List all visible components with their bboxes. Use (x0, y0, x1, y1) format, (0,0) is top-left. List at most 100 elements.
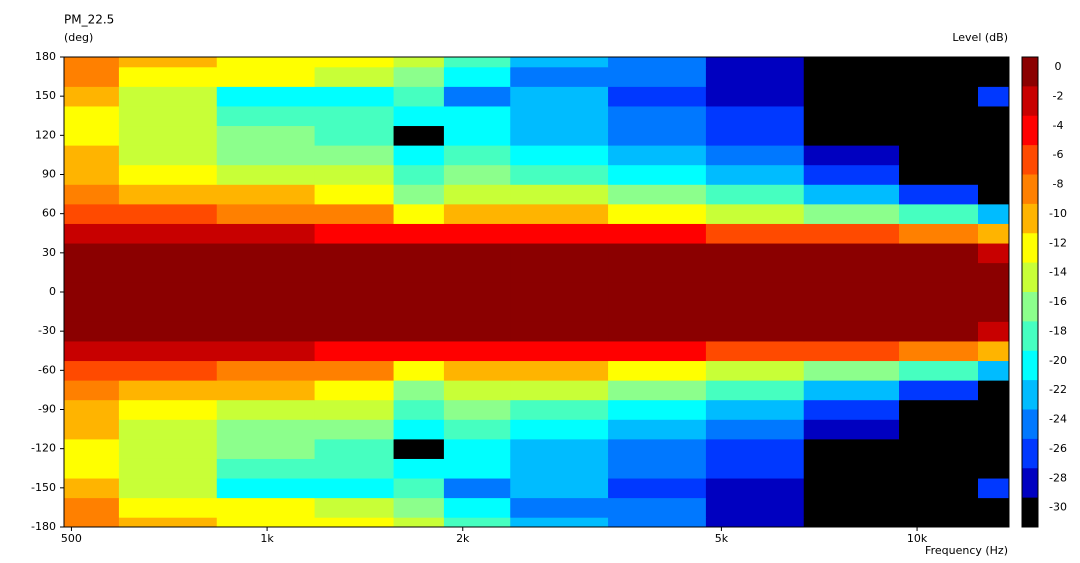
heatmap-cell (118, 301, 218, 322)
heatmap-cell (510, 57, 609, 68)
heatmap-cell (803, 57, 900, 68)
heatmap-cell (314, 340, 395, 362)
heatmap-cell (216, 203, 316, 224)
heatmap-cell (608, 399, 707, 420)
heatmap-cell (510, 145, 609, 166)
heatmap-cell (393, 66, 445, 87)
heatmap-cell (803, 66, 900, 87)
y-tick-label: -150 (31, 481, 56, 494)
heatmap-cell (216, 399, 316, 420)
colorbar-tick-label: -8 (1053, 178, 1064, 191)
heatmap-cell (216, 86, 316, 107)
heatmap-cell (118, 340, 218, 362)
heatmap-cell (443, 243, 511, 264)
heatmap-cell (216, 497, 316, 518)
heatmap-cell (216, 57, 316, 68)
heatmap-cell (705, 458, 805, 479)
heatmap-cell (608, 57, 707, 68)
heatmap-cell (803, 301, 900, 322)
heatmap-cell (978, 105, 1010, 127)
heatmap-cell (608, 458, 707, 479)
heatmap-cell (393, 57, 445, 68)
heatmap-cell (608, 340, 707, 362)
heatmap-cell (314, 66, 395, 87)
heatmap-cell (64, 86, 120, 107)
heatmap-cell (64, 223, 120, 244)
heatmap-cell (608, 223, 707, 244)
heatmap-cell (118, 125, 218, 146)
heatmap-cell (216, 66, 316, 87)
heatmap-cell (64, 243, 120, 264)
heatmap-cell (899, 243, 979, 264)
colorbar-tick-label: -4 (1053, 119, 1064, 132)
heatmap-cell (393, 419, 445, 440)
heatmap-cell (705, 203, 805, 224)
heatmap-cell (216, 164, 316, 185)
heatmap-cell (443, 57, 511, 68)
heatmap-cell (705, 380, 805, 401)
heatmap-cell (978, 262, 1010, 283)
heatmap-cell (978, 184, 1010, 205)
heatmap-cell (118, 419, 218, 440)
heatmap-cell (705, 86, 805, 107)
heatmap-cell (314, 243, 395, 264)
heatmap-cell (393, 223, 445, 244)
colorbar-band (1022, 115, 1038, 146)
colorbar-tick-label: -14 (1049, 266, 1067, 279)
heatmap-cell (314, 458, 395, 479)
colorbar-band (1022, 292, 1038, 322)
heatmap-cell (803, 399, 900, 420)
chart-title: PM_22.5 (64, 13, 114, 27)
heatmap-cell (118, 497, 218, 518)
heatmap-cell (978, 243, 1010, 264)
heatmap-cell (443, 223, 511, 244)
heatmap-cell (118, 203, 218, 224)
x-tick-label: 2k (456, 532, 470, 545)
heatmap-cell (899, 301, 979, 322)
heatmap-cell (803, 86, 900, 107)
heatmap-cell (393, 301, 445, 322)
heatmap-cell (314, 497, 395, 518)
colorbar-band (1022, 86, 1038, 117)
heatmap-cell (899, 497, 979, 518)
heatmap-cell (393, 86, 445, 107)
heatmap-cell (443, 203, 511, 224)
colorbar-tick-label: -10 (1049, 207, 1067, 220)
y-tick-label: 30 (42, 246, 56, 259)
heatmap-cell (216, 517, 316, 528)
heatmap-cell (510, 223, 609, 244)
heatmap-cell (64, 184, 120, 205)
heatmap-cell (899, 478, 979, 499)
heatmap-cell (803, 105, 900, 127)
heatmap-cell (978, 458, 1010, 479)
heatmap-cell (510, 419, 609, 440)
heatmap-cell (510, 203, 609, 224)
heatmap-cell (899, 438, 979, 459)
heatmap-cell (899, 164, 979, 185)
heatmap-cell (393, 125, 445, 146)
heatmap-cell (705, 164, 805, 185)
heatmap-cell (64, 282, 120, 303)
heatmap-cell (510, 497, 609, 518)
heatmap-cell (978, 380, 1010, 401)
heatmap-cell (608, 164, 707, 185)
heatmap-cell (216, 380, 316, 401)
heatmap-cell (216, 458, 316, 479)
heatmap-cell (978, 438, 1010, 459)
heatmap-cell (705, 497, 805, 518)
heatmap-cell (510, 458, 609, 479)
heatmap-cell (216, 438, 316, 459)
heatmap-cell (705, 57, 805, 68)
heatmap-cell (443, 419, 511, 440)
y-tick-label: 90 (42, 168, 56, 181)
heatmap-cell (978, 86, 1010, 107)
heatmap-cell (899, 340, 979, 362)
heatmap-cell (803, 321, 900, 342)
heatmap-cell (216, 105, 316, 127)
heatmap-cell (978, 223, 1010, 244)
heatmap-cell (608, 478, 707, 499)
heatmap-cell (705, 282, 805, 303)
y-tick-label: 180 (35, 50, 56, 63)
heatmap-cell (64, 419, 120, 440)
heatmap-cell (978, 203, 1010, 224)
